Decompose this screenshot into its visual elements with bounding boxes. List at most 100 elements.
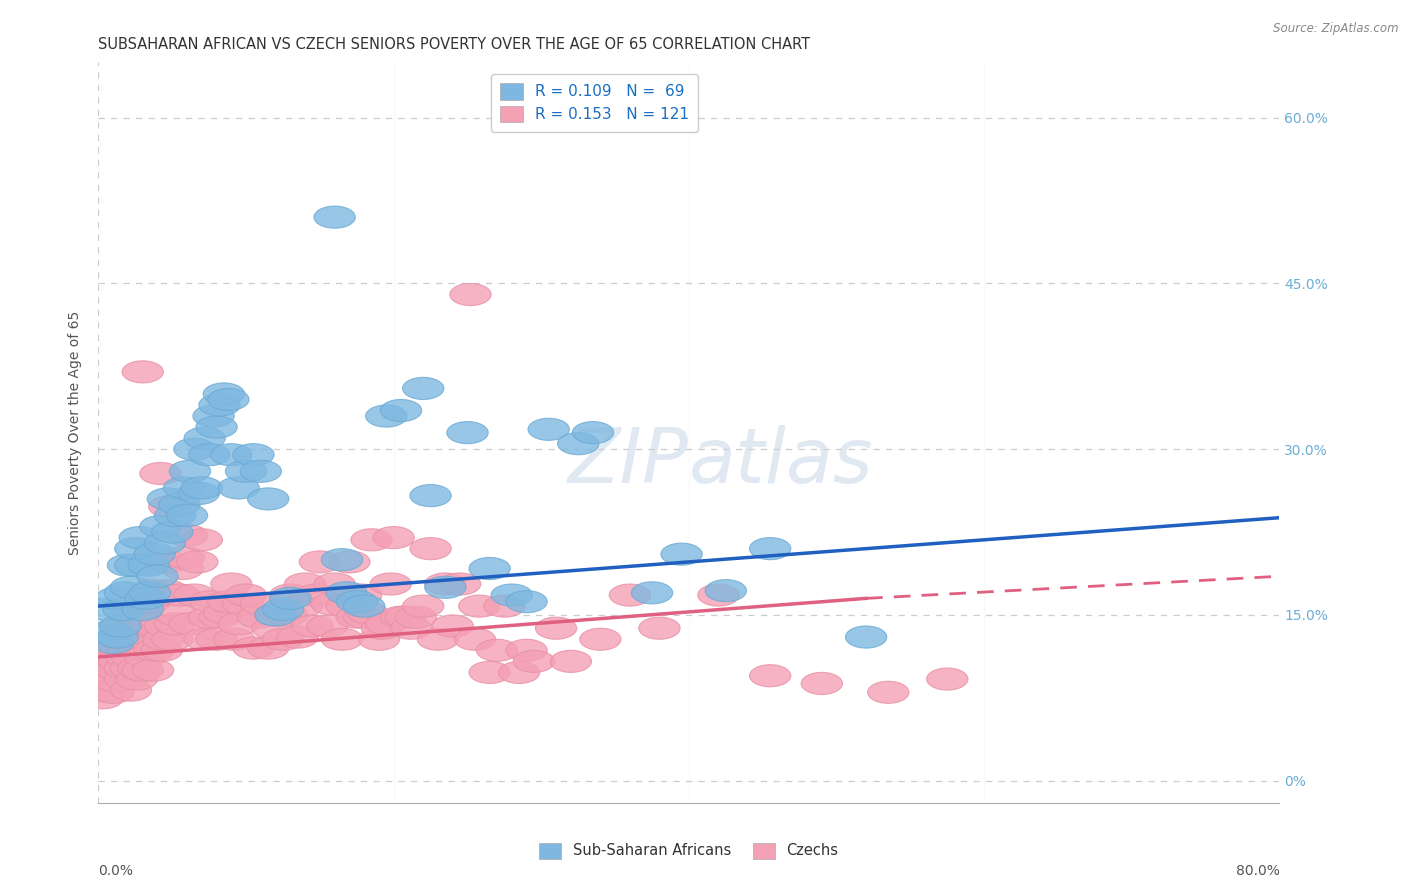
Ellipse shape bbox=[91, 642, 132, 665]
Ellipse shape bbox=[174, 438, 215, 460]
Ellipse shape bbox=[208, 388, 249, 410]
Ellipse shape bbox=[86, 599, 127, 621]
Ellipse shape bbox=[366, 613, 406, 635]
Ellipse shape bbox=[402, 377, 444, 400]
Ellipse shape bbox=[868, 681, 908, 704]
Ellipse shape bbox=[609, 584, 651, 606]
Ellipse shape bbox=[340, 584, 382, 606]
Ellipse shape bbox=[697, 584, 740, 606]
Ellipse shape bbox=[314, 573, 356, 595]
Ellipse shape bbox=[122, 360, 163, 383]
Ellipse shape bbox=[270, 584, 311, 606]
Ellipse shape bbox=[579, 628, 621, 650]
Ellipse shape bbox=[96, 670, 136, 692]
Text: SUBSAHARAN AFRICAN VS CZECH SENIORS POVERTY OVER THE AGE OF 65 CORRELATION CHART: SUBSAHARAN AFRICAN VS CZECH SENIORS POVE… bbox=[98, 37, 810, 52]
Legend: Sub-Saharan Africans, Czechs: Sub-Saharan Africans, Czechs bbox=[531, 836, 846, 866]
Ellipse shape bbox=[96, 587, 136, 609]
Ellipse shape bbox=[104, 582, 146, 604]
Ellipse shape bbox=[447, 422, 488, 443]
Ellipse shape bbox=[89, 659, 129, 681]
Text: atlas: atlas bbox=[689, 425, 873, 500]
Ellipse shape bbox=[352, 529, 392, 551]
Ellipse shape bbox=[270, 587, 311, 609]
Ellipse shape bbox=[181, 477, 222, 499]
Ellipse shape bbox=[254, 604, 297, 626]
Ellipse shape bbox=[134, 640, 176, 661]
Ellipse shape bbox=[706, 580, 747, 602]
Ellipse shape bbox=[385, 606, 426, 628]
Ellipse shape bbox=[263, 599, 304, 621]
Ellipse shape bbox=[470, 661, 510, 683]
Ellipse shape bbox=[307, 615, 347, 637]
Ellipse shape bbox=[222, 593, 264, 615]
Ellipse shape bbox=[143, 628, 184, 650]
Ellipse shape bbox=[322, 628, 363, 650]
Ellipse shape bbox=[108, 606, 150, 628]
Ellipse shape bbox=[297, 584, 337, 606]
Ellipse shape bbox=[152, 521, 193, 543]
Ellipse shape bbox=[204, 602, 245, 624]
Ellipse shape bbox=[240, 593, 281, 615]
Ellipse shape bbox=[529, 418, 569, 441]
Ellipse shape bbox=[100, 640, 141, 661]
Ellipse shape bbox=[336, 606, 377, 628]
Ellipse shape bbox=[169, 460, 211, 483]
Ellipse shape bbox=[127, 628, 167, 650]
Ellipse shape bbox=[513, 650, 554, 673]
Ellipse shape bbox=[128, 613, 169, 635]
Ellipse shape bbox=[110, 679, 152, 701]
Ellipse shape bbox=[103, 599, 145, 621]
Ellipse shape bbox=[136, 617, 179, 640]
Ellipse shape bbox=[120, 626, 160, 648]
Ellipse shape bbox=[93, 681, 134, 704]
Ellipse shape bbox=[128, 554, 169, 576]
Ellipse shape bbox=[263, 628, 304, 650]
Ellipse shape bbox=[174, 584, 215, 606]
Ellipse shape bbox=[139, 462, 181, 484]
Ellipse shape bbox=[247, 637, 288, 659]
Ellipse shape bbox=[477, 640, 517, 661]
Ellipse shape bbox=[112, 628, 155, 650]
Ellipse shape bbox=[104, 657, 146, 679]
Ellipse shape bbox=[277, 626, 318, 648]
Ellipse shape bbox=[138, 584, 180, 606]
Ellipse shape bbox=[179, 483, 219, 505]
Text: 0.0%: 0.0% bbox=[98, 863, 134, 878]
Ellipse shape bbox=[163, 477, 205, 499]
Ellipse shape bbox=[198, 606, 240, 628]
Ellipse shape bbox=[233, 443, 274, 466]
Ellipse shape bbox=[198, 394, 240, 416]
Ellipse shape bbox=[152, 628, 193, 650]
Ellipse shape bbox=[145, 615, 186, 637]
Ellipse shape bbox=[749, 538, 790, 559]
Ellipse shape bbox=[105, 646, 148, 668]
Ellipse shape bbox=[184, 427, 225, 450]
Ellipse shape bbox=[211, 573, 252, 595]
Ellipse shape bbox=[188, 443, 229, 466]
Ellipse shape bbox=[218, 613, 259, 635]
Ellipse shape bbox=[336, 591, 377, 613]
Ellipse shape bbox=[326, 582, 367, 604]
Ellipse shape bbox=[506, 591, 547, 613]
Ellipse shape bbox=[661, 543, 702, 566]
Ellipse shape bbox=[454, 628, 495, 650]
Ellipse shape bbox=[572, 422, 613, 443]
Ellipse shape bbox=[470, 558, 510, 580]
Ellipse shape bbox=[425, 576, 465, 599]
Ellipse shape bbox=[845, 626, 887, 648]
Ellipse shape bbox=[139, 516, 181, 538]
Ellipse shape bbox=[927, 668, 967, 690]
Ellipse shape bbox=[107, 617, 149, 640]
Ellipse shape bbox=[329, 551, 370, 573]
Ellipse shape bbox=[195, 628, 238, 650]
Ellipse shape bbox=[359, 628, 399, 650]
Ellipse shape bbox=[240, 460, 281, 483]
Ellipse shape bbox=[346, 602, 388, 624]
Ellipse shape bbox=[188, 606, 229, 628]
Ellipse shape bbox=[322, 549, 363, 571]
Ellipse shape bbox=[381, 606, 422, 628]
Ellipse shape bbox=[450, 284, 491, 306]
Ellipse shape bbox=[93, 635, 134, 657]
Ellipse shape bbox=[214, 628, 254, 650]
Ellipse shape bbox=[506, 640, 547, 661]
